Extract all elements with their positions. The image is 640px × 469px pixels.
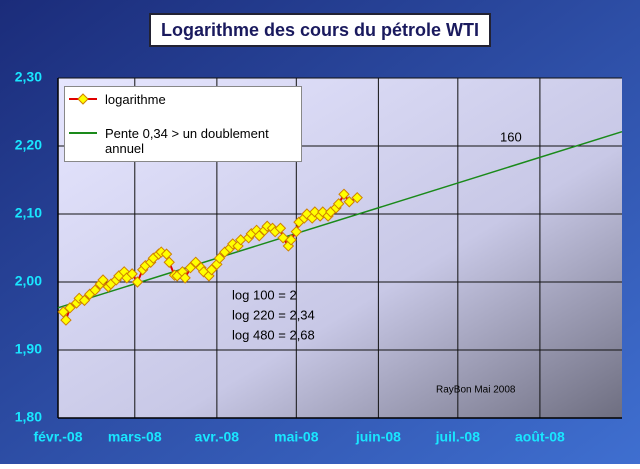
- point-marker: [253, 230, 265, 242]
- point-marker: [277, 232, 289, 244]
- point-marker: [131, 276, 144, 288]
- y-tick-label: 1,80: [15, 409, 42, 425]
- y-tick-label: 1,90: [15, 341, 42, 357]
- point-marker: [60, 314, 72, 326]
- point-marker: [64, 302, 76, 314]
- point-marker: [184, 262, 197, 274]
- point-marker: [351, 191, 363, 204]
- y-tick-label: 2,30: [15, 69, 42, 85]
- legend: logarithme Pente 0,34 > un doublement an…: [64, 86, 302, 162]
- x-tick-label: mai-08: [274, 429, 319, 445]
- legend-label: Pente 0,34 > un doublement annuel: [105, 126, 269, 156]
- x-tick-label: août-08: [515, 429, 565, 445]
- point-marker: [343, 196, 355, 208]
- point-marker: [97, 274, 109, 286]
- annotation: log 100 = 2: [232, 287, 297, 302]
- point-marker: [160, 248, 173, 260]
- trend-line: [57, 131, 623, 309]
- annotation: log 220 = 2,34: [232, 307, 315, 322]
- point-marker: [274, 222, 287, 234]
- point-marker: [332, 198, 345, 210]
- title-box: [149, 13, 491, 47]
- chart-title: Logarithme des cours du pétrole WTI: [161, 20, 479, 40]
- annotation: 160: [500, 129, 522, 144]
- x-tick-label: févr.-08: [33, 429, 82, 445]
- point-marker: [89, 284, 101, 296]
- point-marker: [163, 256, 175, 268]
- annotation: RayBon Mai 2008: [436, 385, 516, 396]
- point-marker: [126, 268, 138, 280]
- point-marker: [78, 294, 91, 307]
- annotation: log 480 = 2,68: [232, 327, 315, 342]
- legend-key-marker: [77, 93, 89, 105]
- point-marker: [338, 188, 350, 200]
- x-tick-label: juin-08: [355, 429, 401, 445]
- point-marker: [179, 272, 191, 284]
- legend-label: logarithme: [105, 92, 166, 107]
- y-tick-label: 2,20: [15, 137, 42, 153]
- x-tick-label: mars-08: [108, 429, 162, 445]
- point-marker: [189, 256, 202, 268]
- point-marker: [285, 234, 297, 246]
- y-tick-label: 2,00: [15, 273, 42, 289]
- point-marker: [205, 264, 218, 276]
- point-marker: [213, 252, 226, 264]
- legend-keys: [69, 93, 97, 134]
- y-tick-label: 2,10: [15, 205, 42, 221]
- x-tick-label: juil.-08: [435, 429, 481, 445]
- x-tick-label: avr.-08: [195, 429, 240, 445]
- point-marker: [290, 225, 303, 238]
